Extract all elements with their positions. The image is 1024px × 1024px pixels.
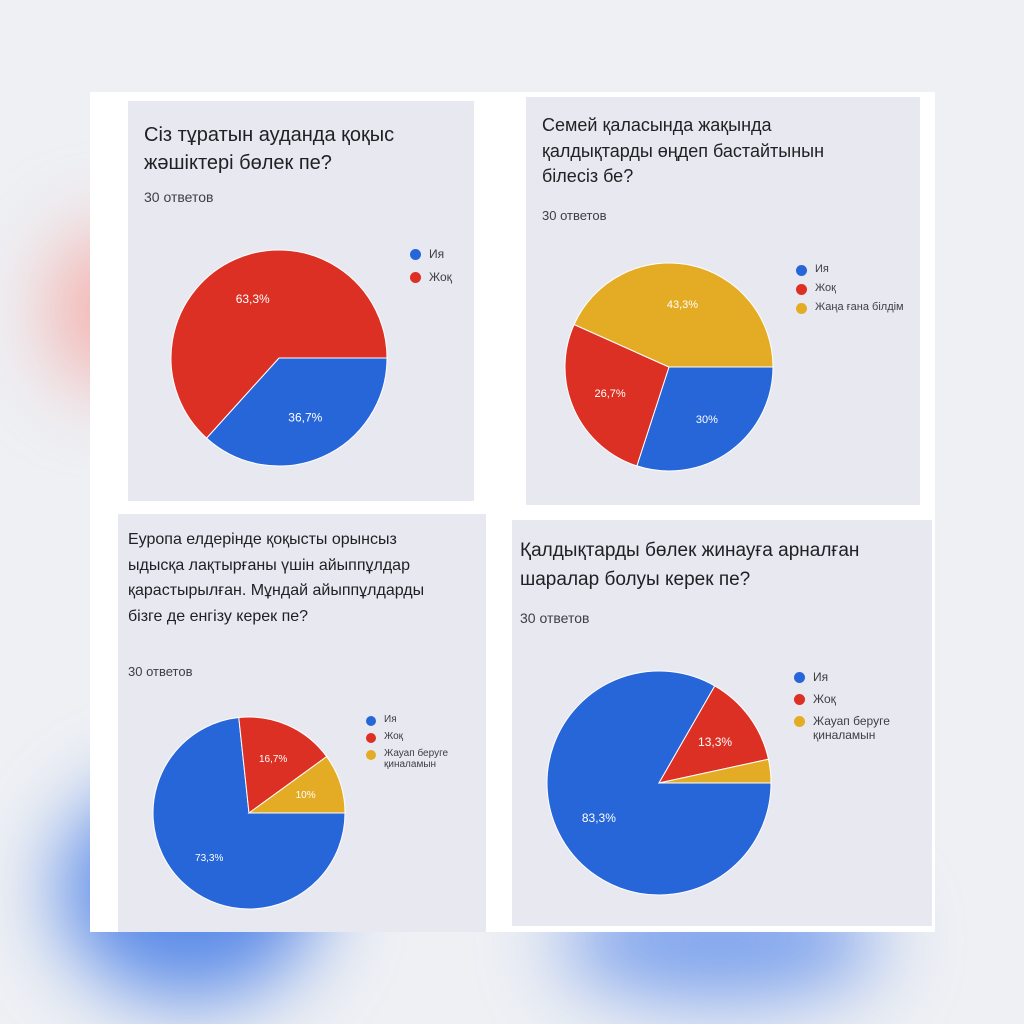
- legend-dot-icon: [794, 694, 805, 705]
- chart-card-2: Семей қаласында жақында қалдықтарды өңде…: [526, 97, 920, 505]
- slice-label-2: 16,7%: [259, 754, 287, 765]
- legend-item: Жоқ: [796, 282, 920, 295]
- legend-item: Ия: [366, 714, 460, 726]
- legend: Ия Жоқ Жауап беруге қиналамын: [794, 670, 918, 750]
- legend-label: Ия: [813, 670, 829, 684]
- pie-slice-2: [658, 685, 770, 784]
- chart-title: Сіз тұратын ауданда қоқыс жәшіктері бөле…: [144, 124, 395, 175]
- legend-label: Жауап беруге қиналамын: [384, 748, 449, 770]
- legend-dot-icon: [366, 750, 376, 760]
- legend-item: Жоқ: [366, 731, 460, 743]
- slice-label-2: 63,3%: [236, 292, 270, 306]
- legend-label: Жоқ: [384, 731, 404, 742]
- pie-chart: 83,3% 13,3%: [546, 670, 772, 896]
- slice-label-3: 10%: [296, 790, 316, 801]
- slice-label-2: 13,3%: [698, 735, 732, 749]
- pie-chart: 73,3% 16,7% 10%: [152, 716, 346, 910]
- legend-item: Жауап беруге қиналамын: [794, 714, 918, 742]
- legend-dot-icon: [796, 265, 807, 276]
- legend-item: Ия: [410, 247, 474, 261]
- slice-label-1: 83,3%: [582, 811, 616, 825]
- pie-slice-2: [564, 323, 670, 467]
- pie-slice-3: [658, 758, 772, 784]
- legend-item: Жаңа ғана білдім: [796, 301, 920, 314]
- slice-label-1: 30%: [696, 414, 718, 426]
- legend-label: Жоқ: [815, 282, 836, 294]
- legend-dot-icon: [796, 284, 807, 295]
- slice-label-1: 73,3%: [195, 853, 223, 864]
- legend-dot-icon: [796, 303, 807, 314]
- chart-card-1: Сіз тұратын ауданда қоқыс жәшіктері бөле…: [128, 101, 474, 501]
- legend-label: Жоқ: [429, 270, 452, 284]
- legend-label: Жаңа ғана білдім: [815, 301, 904, 313]
- pie-slice-3: [573, 262, 774, 368]
- response-count: 30 ответов: [128, 664, 193, 679]
- pie-slice-2: [238, 716, 328, 814]
- collage-frame: Сіз тұратын ауданда қоқыс жәшіктері бөле…: [90, 92, 935, 932]
- legend: Ия Жоқ Жауап беруге қиналамын: [366, 714, 460, 775]
- pie-slice-1: [205, 357, 388, 467]
- legend-item: Жауап беруге қиналамын: [366, 748, 460, 770]
- slice-label-1: 36,7%: [288, 410, 322, 424]
- chart-card-3: Еуропа елдерінде қоқысты орынсыз ыдысқа …: [118, 514, 486, 932]
- pie-chart: 30% 26,7% 43,3%: [564, 262, 774, 472]
- legend-dot-icon: [794, 716, 805, 727]
- legend-label: Ия: [384, 714, 397, 725]
- chart-title: Қалдықтарды бөлек жинауға арналған шарал…: [520, 540, 860, 591]
- chart-title: Еуропа елдерінде қоқысты орынсыз ыдысқа …: [128, 531, 425, 625]
- legend-label: Ия: [429, 247, 445, 261]
- legend: Ия Жоқ: [410, 247, 474, 293]
- legend-item: Ия: [794, 670, 918, 684]
- legend-label: Жауап беруге қиналамын: [813, 714, 890, 742]
- legend-dot-icon: [794, 672, 805, 683]
- legend-dot-icon: [366, 716, 376, 726]
- response-count: 30 ответов: [144, 189, 214, 205]
- response-count: 30 ответов: [520, 610, 590, 626]
- pie-chart: 36,7% 63,3%: [170, 249, 388, 467]
- legend-item: Жоқ: [794, 692, 918, 706]
- legend-label: Ия: [815, 263, 829, 275]
- slice-label-2: 26,7%: [594, 388, 625, 400]
- legend-dot-icon: [410, 249, 421, 260]
- legend-dot-icon: [366, 733, 376, 743]
- pie-slice-1: [636, 366, 774, 472]
- slice-label-3: 43,3%: [667, 299, 698, 311]
- chart-card-4: Қалдықтарды бөлек жинауға арналған шарал…: [512, 520, 932, 926]
- legend-item: Ия: [796, 263, 920, 276]
- legend-label: Жоқ: [813, 692, 836, 706]
- legend-item: Жоқ: [410, 270, 474, 284]
- legend: Ия Жоқ Жаңа ғана білдім: [796, 263, 920, 320]
- pie-slice-3: [247, 755, 346, 814]
- response-count: 30 ответов: [542, 208, 607, 223]
- pie-slice-2: [170, 249, 388, 439]
- legend-dot-icon: [410, 272, 421, 283]
- chart-title: Семей қаласында жақында қалдықтарды өңде…: [542, 115, 825, 187]
